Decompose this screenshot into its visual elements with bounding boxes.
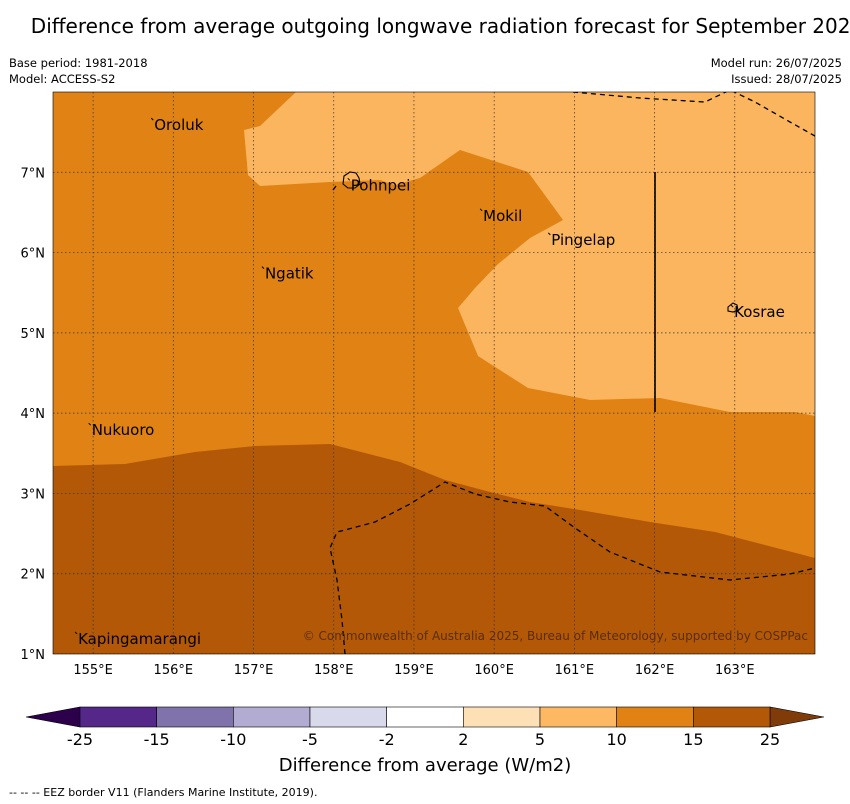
colorbar-tick-labels: -25 -15 -10 -5 -2 2 5 10 15 25 — [67, 730, 780, 749]
place-label: Nukuoro — [92, 421, 155, 439]
longitude-tick-label: 159°E — [394, 663, 434, 678]
colorbar-segment — [79, 706, 157, 728]
longitude-tick-label: 157°E — [234, 663, 274, 678]
colorbar-segment — [463, 706, 541, 728]
place-marker — [88, 422, 92, 426]
colorbar-tick-label: -15 — [144, 730, 170, 749]
copyright-notice: © Commonwealth of Australia 2025, Bureau… — [303, 629, 808, 643]
latitude-labels: 1°N 2°N 3°N 4°N 5°N 6°N 7°N — [21, 166, 46, 663]
pohnpei-island-icon — [342, 171, 361, 189]
band-15-25 — [53, 444, 815, 654]
colorbar-tick-label: -10 — [220, 730, 246, 749]
place-marker — [74, 631, 78, 635]
footnote: -- -- -- EEZ border V11 (Flanders Marine… — [9, 786, 318, 799]
place-marker — [261, 266, 265, 269]
colorbar-tick-label: -5 — [302, 730, 318, 749]
place-marker — [479, 208, 483, 212]
place-label: Oroluk — [154, 116, 203, 134]
place-label: Ngatik — [265, 265, 314, 283]
colorbar-segment — [233, 706, 311, 728]
colorbar-over-arrow — [769, 706, 825, 728]
issued-date: Issued: 28/07/2025 — [731, 72, 842, 86]
longitude-tick-label: 155°E — [73, 663, 113, 678]
longitude-tick-label: 158°E — [314, 663, 354, 678]
longitude-tick-label: 156°E — [154, 663, 194, 678]
latitude-tick-label: 4°N — [21, 407, 46, 422]
colorbar-segment — [539, 706, 617, 728]
meta-left: Base period: 1981-2018 Model: ACCESS-S2 — [9, 55, 148, 87]
latitude-tick-label: 2°N — [21, 568, 46, 583]
colorbar-under-arrow — [25, 706, 81, 728]
base-period: Base period: 1981-2018 — [9, 56, 148, 70]
place-marker — [347, 177, 351, 181]
latitude-tick-label: 3°N — [21, 487, 46, 502]
colorbar-segment — [386, 706, 464, 728]
place-label: Pohnpei — [351, 176, 411, 194]
colorbar-segment — [156, 706, 234, 728]
latitude-tick-label: 5°N — [21, 327, 46, 342]
place-marker — [547, 232, 551, 236]
colorbar-tick-label: 2 — [458, 730, 468, 749]
colorbar-tick-label: 15 — [683, 730, 703, 749]
colorbar-tick-label: -25 — [67, 730, 93, 749]
map-title: Difference from average outgoing longwav… — [30, 14, 850, 38]
map-figure: Oroluk Pohnpei Mokil Pingelap Ngatik Kosrae Nu… — [21, 91, 816, 678]
colorbar-label: Difference from average (W/m2) — [278, 755, 572, 776]
colorbar-tick-label: 10 — [606, 730, 626, 749]
place-label: Kosrae — [734, 303, 785, 321]
colorbar-segments — [25, 706, 825, 728]
latitude-tick-label: 1°N — [21, 648, 46, 663]
map-frame — [52, 91, 816, 655]
colorbar-segment — [309, 706, 387, 728]
place-marker — [730, 304, 734, 308]
longitude-tick-label: 162°E — [635, 663, 675, 678]
longitude-tick-label: 160°E — [474, 663, 514, 678]
kosrae-island-icon — [727, 302, 739, 313]
colorbar-segment — [616, 706, 694, 728]
model-name: Model: ACCESS-S2 — [9, 72, 116, 86]
place-labels: Oroluk Pohnpei Mokil Pingelap Ngatik Kosrae Nu… — [74, 116, 785, 648]
place-label: Pingelap — [551, 231, 615, 249]
model-run: Model run: 26/07/2025 — [710, 56, 842, 70]
place-label: Kapingamarangi — [78, 630, 201, 648]
latitude-tick-label: 7°N — [21, 166, 46, 181]
longitude-tick-label: 163°E — [715, 663, 755, 678]
longitude-tick-label: 161°E — [555, 663, 595, 678]
meta-right: Model run: 26/07/2025 Issued: 28/07/2025 — [711, 55, 842, 87]
colorbar: -25 -15 -10 -5 -2 2 5 10 15 25 — [25, 706, 825, 749]
longitude-labels: 155°E 156°E 157°E 158°E 159°E 160°E 161°E 162°E… — [73, 663, 754, 678]
place-label: Mokil — [483, 207, 522, 225]
band-5-10 — [244, 92, 815, 416]
map-area: Oroluk Pohnpei Mokil Pingelap Ngatik Kosrae Nu… — [53, 92, 815, 654]
latitude-tick-label: 6°N — [21, 247, 46, 262]
colorbar-tick-label: -2 — [379, 730, 395, 749]
eez-borders — [329, 92, 815, 654]
colorbar-tick-label: 5 — [535, 730, 545, 749]
colorbar-segment — [693, 706, 771, 728]
place-marker — [150, 117, 154, 121]
colorbar-tick-label: 25 — [760, 730, 780, 749]
